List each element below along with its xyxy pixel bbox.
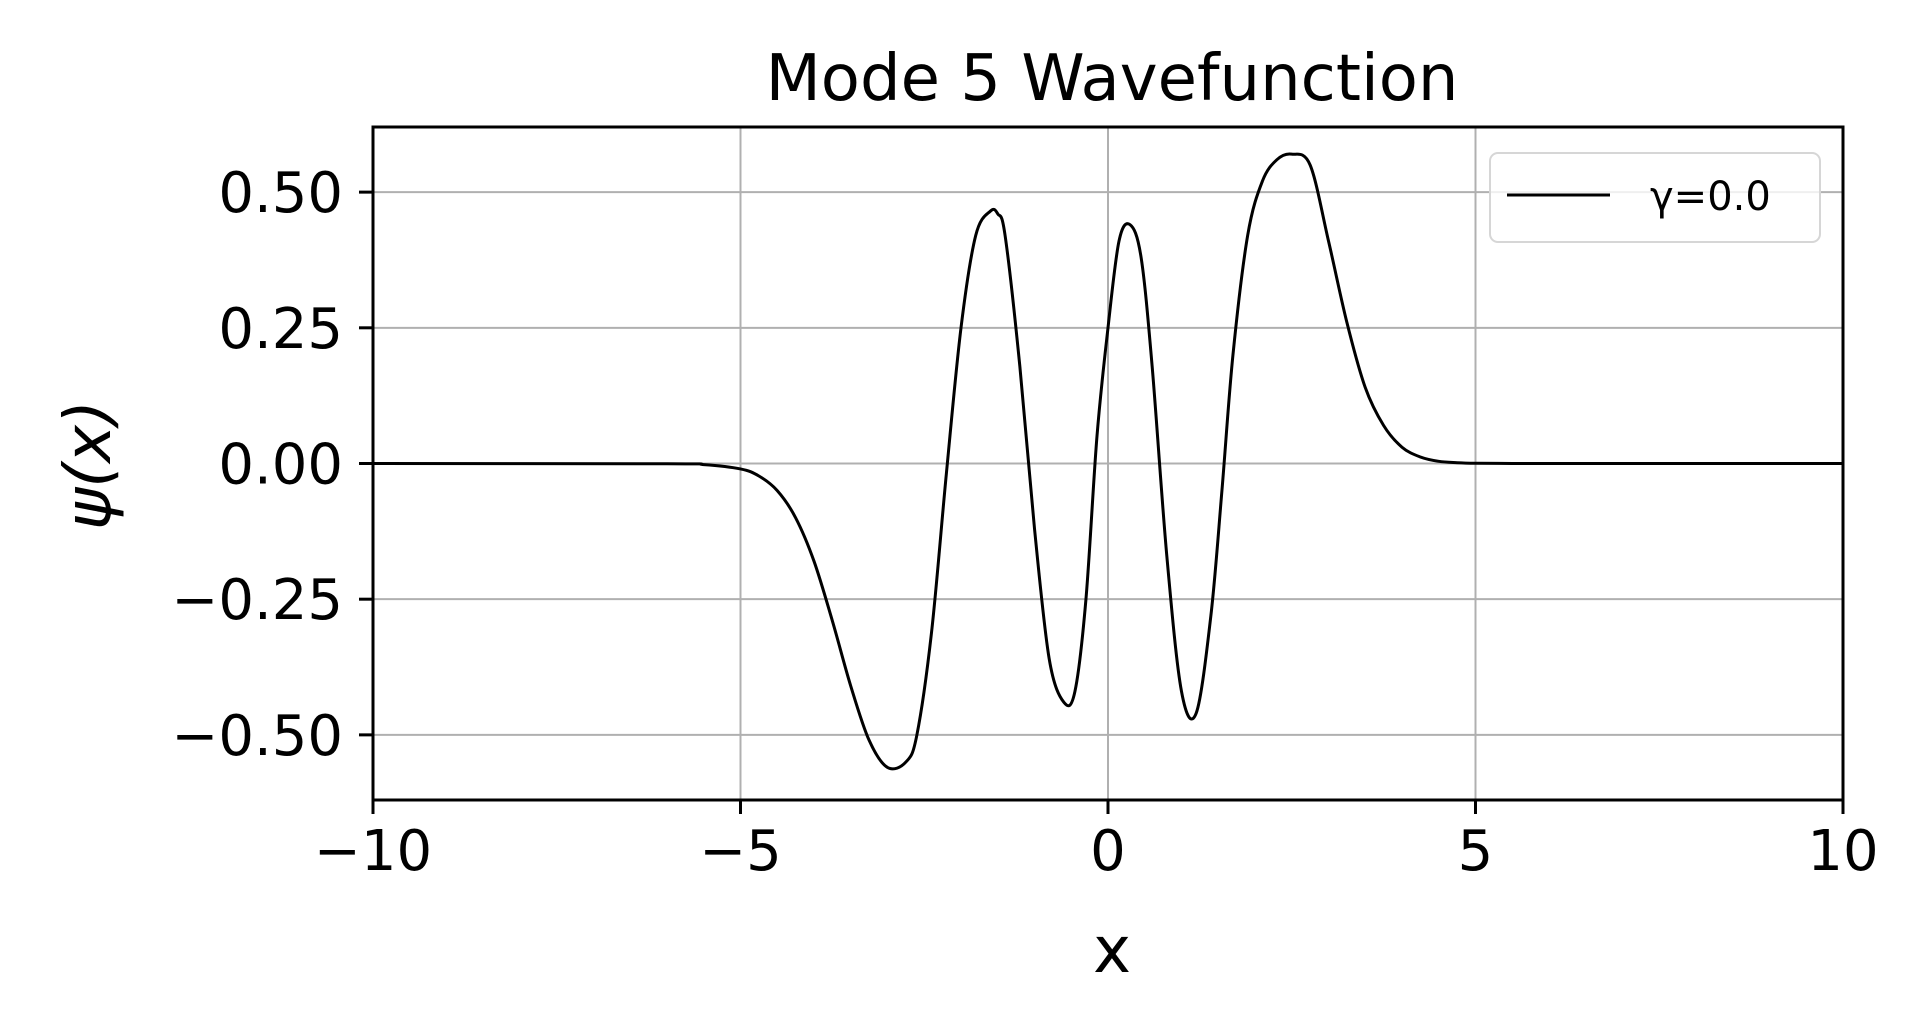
legend-label: γ=0.0 xyxy=(1650,174,1771,220)
x-tick-label: 5 xyxy=(1458,819,1494,884)
y-tick-label: 0.50 xyxy=(218,161,343,226)
y-tick-label: 0.00 xyxy=(218,433,343,498)
y-tick-label: 0.25 xyxy=(218,297,343,362)
y-axis-label-text: ψ(x) xyxy=(52,400,126,530)
x-tick-label: 10 xyxy=(1807,819,1878,884)
plot-area xyxy=(372,152,1844,771)
series-line xyxy=(372,152,1844,771)
x-tick-label: −10 xyxy=(314,819,432,884)
x-axis-label: x xyxy=(1093,914,1131,988)
chart-title: Mode 5 Wavefunction xyxy=(766,42,1459,116)
y-tick-label: −0.50 xyxy=(171,704,343,769)
x-tick-label: 0 xyxy=(1090,819,1126,884)
x-tick-label: −5 xyxy=(699,819,782,884)
legend-box xyxy=(1489,152,1821,243)
legend: γ=0.0 xyxy=(1489,152,1821,243)
ticks: −10 −5 0 5 10 0.50 0.25 0.00 −0.25 −0.50 xyxy=(171,161,1878,884)
y-tick-label: −0.25 xyxy=(171,568,343,633)
